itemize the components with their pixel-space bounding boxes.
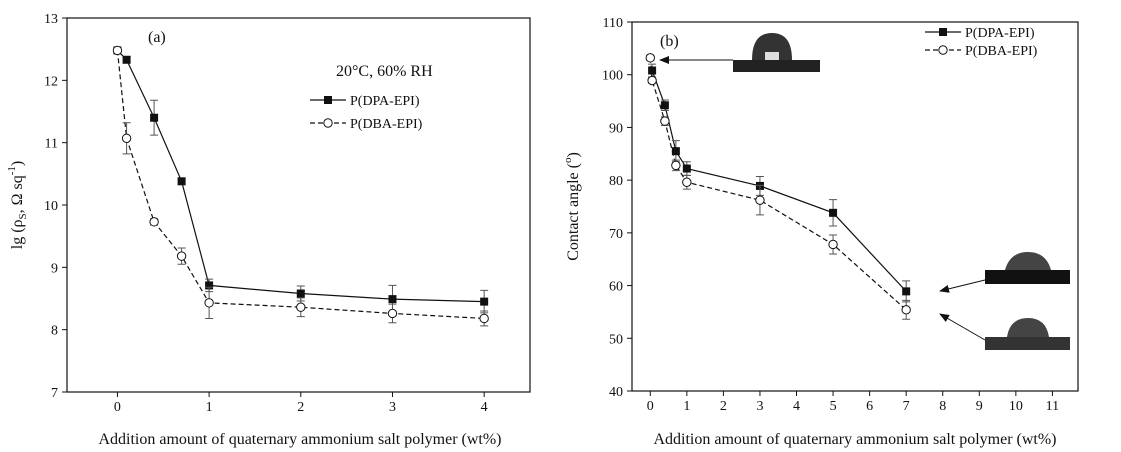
y-tick-label: 10: [44, 199, 58, 214]
x-axis-label: Addition amount of quaternary ammonium s…: [653, 431, 1056, 448]
x-tick-label: 2: [297, 400, 304, 415]
y-tick-label: 9: [51, 261, 58, 276]
y-tick-label: 7: [51, 386, 58, 401]
legend-label: P(DBA-EPI): [965, 44, 1038, 59]
marker: [671, 160, 681, 171]
y-tick-label: 12: [44, 74, 58, 89]
marker: [296, 302, 306, 312]
x-tick-label: 1: [206, 400, 213, 415]
x-tick-label: 4: [481, 400, 488, 415]
marker: [828, 239, 838, 250]
y-tick-label: 8: [51, 324, 58, 339]
marker: [682, 164, 691, 173]
droplet-inset: [939, 252, 1070, 293]
y-tick-label: 80: [609, 174, 623, 189]
y-axis-label-part: , Ω sq: [9, 175, 26, 213]
legend-marker: [939, 28, 947, 36]
legend-label: P(DBA-EPI): [350, 117, 423, 132]
series-line: [649, 57, 907, 311]
y-tick-label: 60: [609, 280, 623, 295]
marker: [645, 53, 655, 63]
x-axis-label: Addition amount of quaternary ammonium s…: [98, 431, 501, 448]
x-tick-label: 8: [939, 399, 946, 414]
x-tick-label: 3: [389, 400, 396, 415]
series-line: [116, 50, 485, 320]
marker: [901, 305, 911, 315]
plot-frame: [631, 21, 1079, 392]
y-tick-label: 11: [45, 137, 58, 152]
x-tick-label: 11: [1046, 399, 1059, 414]
marker: [176, 251, 187, 261]
marker: [122, 55, 131, 64]
y-axis-label: Contact angle (o): [562, 152, 582, 261]
marker: [112, 45, 123, 56]
series-line: [116, 49, 485, 303]
marker: [671, 147, 680, 156]
marker: [149, 217, 159, 227]
marker: [829, 208, 838, 217]
marker: [387, 308, 398, 319]
y-tick-label: 100: [602, 69, 623, 84]
legend-marker: [324, 96, 332, 104]
y-tick-label: 110: [603, 16, 623, 31]
marker: [648, 66, 657, 75]
x-tick-label: 3: [756, 399, 763, 414]
marker: [902, 287, 911, 296]
x-tick-label: 6: [866, 399, 873, 414]
y-axis-label: lg (ρS, Ω sq-1): [6, 161, 29, 250]
y-axis-label-part: ): [565, 152, 582, 157]
legend-marker: [938, 45, 948, 55]
y-axis-label-part: S: [17, 213, 29, 219]
x-tick-label: 2: [720, 399, 727, 414]
marker: [660, 116, 670, 126]
x-tick-label: 0: [114, 400, 121, 415]
marker: [296, 289, 305, 298]
y-axis-label-part: -1: [6, 166, 18, 175]
plot-frame: [66, 17, 531, 393]
x-tick-label: 10: [1009, 399, 1023, 414]
y-tick-label: 13: [44, 12, 58, 27]
x-tick-label: 4: [793, 399, 800, 414]
y-tick-label: 90: [609, 121, 623, 136]
marker: [388, 295, 397, 304]
droplet-inset: [939, 313, 1070, 350]
y-tick-label: 40: [609, 385, 623, 400]
marker: [682, 177, 692, 187]
legend-marker: [323, 118, 333, 128]
marker: [177, 177, 186, 186]
x-tick-label: 7: [903, 399, 910, 414]
y-axis-label-part: o: [562, 157, 574, 163]
y-tick-label: 70: [609, 227, 623, 242]
x-tick-label: 0: [647, 399, 654, 414]
annotation: (a): [148, 29, 166, 46]
marker: [121, 133, 132, 144]
y-axis-label-part: Contact angle (: [565, 163, 582, 261]
x-tick-label: 5: [830, 399, 837, 414]
y-tick-label: 50: [609, 332, 623, 347]
droplet-inset: [659, 33, 820, 72]
marker: [204, 298, 214, 308]
legend-label: P(DPA-EPI): [350, 94, 420, 109]
y-axis-label-part: lg (ρ: [9, 219, 26, 249]
x-tick-label: 1: [683, 399, 690, 414]
marker: [755, 195, 765, 205]
annotation: (b): [660, 33, 679, 50]
marker: [205, 281, 214, 290]
marker: [150, 113, 159, 122]
marker: [660, 101, 669, 110]
legend-label: P(DPA-EPI): [965, 26, 1035, 41]
marker: [480, 297, 489, 306]
annotation: 20°C, 60% RH: [336, 63, 433, 80]
marker: [479, 313, 489, 324]
y-axis-label-part: ): [9, 161, 26, 166]
marker: [647, 75, 657, 86]
x-tick-label: 9: [976, 399, 983, 414]
